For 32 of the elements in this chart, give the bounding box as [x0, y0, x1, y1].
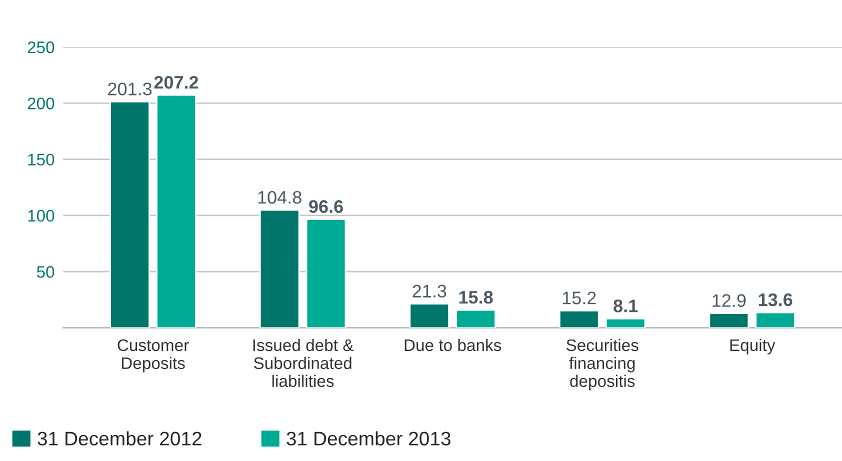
- bar: [605, 318, 646, 328]
- bar: [558, 310, 600, 328]
- bar: [456, 309, 496, 328]
- data-label: 207.2: [154, 76, 198, 89]
- bar: [259, 209, 300, 328]
- x-tick-label: Equity: [730, 338, 776, 354]
- data-label: 21.3: [412, 284, 446, 298]
- x-tick-label: Securities financing depositis: [566, 338, 638, 390]
- y-tick-label: 200: [28, 98, 54, 110]
- y-tick-label: 150: [28, 154, 54, 166]
- bar: [110, 101, 150, 328]
- data-label: 201.3: [108, 82, 152, 96]
- data-label: 15.2: [562, 292, 596, 304]
- x-tick-label: Due to banks: [404, 338, 502, 352]
- data-label: 12.9: [712, 294, 746, 307]
- bar: [409, 303, 450, 328]
- y-tick-label: 50: [36, 266, 54, 278]
- x-tick-label: Customer Deposits: [118, 339, 189, 372]
- y-tick-label: 100: [28, 210, 54, 222]
- data-label: 104.8: [258, 190, 302, 204]
- y-tick-label: 250: [28, 41, 54, 54]
- data-label: 13.6: [758, 293, 792, 306]
- legend-label: 31 December 2012: [38, 431, 202, 446]
- bar: [306, 218, 346, 328]
- x-tick-label: Issued debt & Subordinated liabilities: [253, 338, 354, 388]
- bar: [755, 312, 796, 328]
- bar: [156, 94, 196, 328]
- legend-label: 31 December 2013: [286, 431, 450, 446]
- data-label: 96.6: [309, 200, 343, 213]
- data-label: 15.8: [459, 290, 493, 304]
- bar: [708, 312, 750, 328]
- data-label: 8.1: [614, 300, 638, 312]
